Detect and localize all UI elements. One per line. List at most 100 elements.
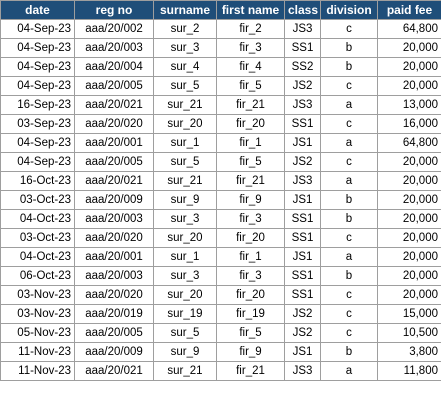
cell-first-name[interactable]: fir_21 bbox=[216, 95, 285, 115]
cell-class[interactable]: JS2 bbox=[284, 304, 321, 324]
cell-reg-no[interactable]: aaa/20/004 bbox=[74, 57, 154, 77]
cell-division[interactable]: b bbox=[320, 342, 378, 362]
cell-first-name[interactable]: fir_3 bbox=[216, 266, 285, 286]
cell-class[interactable]: JS2 bbox=[284, 323, 321, 343]
column-header-class[interactable]: class bbox=[284, 0, 321, 20]
cell-class[interactable]: SS1 bbox=[284, 38, 321, 58]
cell-division[interactable]: a bbox=[320, 247, 378, 267]
cell-paid-fee[interactable]: 64,800 bbox=[377, 19, 441, 39]
cell-class[interactable]: JS1 bbox=[284, 133, 321, 153]
cell-class[interactable]: SS1 bbox=[284, 266, 321, 286]
cell-surname[interactable]: sur_3 bbox=[153, 209, 217, 229]
cell-reg-no[interactable]: aaa/20/020 bbox=[74, 114, 154, 134]
cell-reg-no[interactable]: aaa/20/003 bbox=[74, 209, 154, 229]
cell-division[interactable]: b bbox=[320, 266, 378, 286]
cell-paid-fee[interactable]: 15,000 bbox=[377, 304, 441, 324]
cell-reg-no[interactable]: aaa/20/001 bbox=[74, 247, 154, 267]
cell-first-name[interactable]: fir_19 bbox=[216, 304, 285, 324]
cell-paid-fee[interactable]: 20,000 bbox=[377, 209, 441, 229]
cell-date[interactable]: 16-Oct-23 bbox=[0, 171, 75, 191]
cell-paid-fee[interactable]: 20,000 bbox=[377, 266, 441, 286]
cell-surname[interactable]: sur_5 bbox=[153, 152, 217, 172]
cell-reg-no[interactable]: aaa/20/009 bbox=[74, 342, 154, 362]
cell-reg-no[interactable]: aaa/20/021 bbox=[74, 171, 154, 191]
column-header-division[interactable]: division bbox=[320, 0, 378, 20]
cell-date[interactable]: 04-Oct-23 bbox=[0, 209, 75, 229]
cell-date[interactable]: 03-Oct-23 bbox=[0, 190, 75, 210]
cell-class[interactable]: JS3 bbox=[284, 361, 321, 381]
cell-class[interactable]: JS3 bbox=[284, 19, 321, 39]
cell-surname[interactable]: sur_9 bbox=[153, 342, 217, 362]
cell-first-name[interactable]: fir_20 bbox=[216, 285, 285, 305]
cell-reg-no[interactable]: aaa/20/005 bbox=[74, 76, 154, 96]
cell-paid-fee[interactable]: 20,000 bbox=[377, 152, 441, 172]
cell-reg-no[interactable]: aaa/20/005 bbox=[74, 152, 154, 172]
cell-class[interactable]: SS1 bbox=[284, 209, 321, 229]
cell-surname[interactable]: sur_3 bbox=[153, 266, 217, 286]
cell-surname[interactable]: sur_3 bbox=[153, 38, 217, 58]
cell-surname[interactable]: sur_21 bbox=[153, 361, 217, 381]
cell-first-name[interactable]: fir_3 bbox=[216, 209, 285, 229]
cell-division[interactable]: a bbox=[320, 133, 378, 153]
cell-class[interactable]: JS2 bbox=[284, 152, 321, 172]
cell-surname[interactable]: sur_21 bbox=[153, 171, 217, 191]
cell-class[interactable]: JS1 bbox=[284, 342, 321, 362]
cell-paid-fee[interactable]: 20,000 bbox=[377, 285, 441, 305]
cell-paid-fee[interactable]: 20,000 bbox=[377, 76, 441, 96]
cell-date[interactable]: 16-Sep-23 bbox=[0, 95, 75, 115]
cell-first-name[interactable]: fir_3 bbox=[216, 38, 285, 58]
cell-reg-no[interactable]: aaa/20/001 bbox=[74, 133, 154, 153]
cell-reg-no[interactable]: aaa/20/021 bbox=[74, 361, 154, 381]
cell-surname[interactable]: sur_20 bbox=[153, 228, 217, 248]
cell-surname[interactable]: sur_20 bbox=[153, 114, 217, 134]
cell-date[interactable]: 04-Sep-23 bbox=[0, 152, 75, 172]
cell-division[interactable]: c bbox=[320, 19, 378, 39]
cell-class[interactable]: SS2 bbox=[284, 57, 321, 77]
cell-paid-fee[interactable]: 20,000 bbox=[377, 228, 441, 248]
cell-date[interactable]: 04-Sep-23 bbox=[0, 133, 75, 153]
cell-date[interactable]: 11-Nov-23 bbox=[0, 342, 75, 362]
cell-paid-fee[interactable]: 16,000 bbox=[377, 114, 441, 134]
cell-reg-no[interactable]: aaa/20/002 bbox=[74, 19, 154, 39]
cell-reg-no[interactable]: aaa/20/003 bbox=[74, 266, 154, 286]
cell-class[interactable]: JS1 bbox=[284, 247, 321, 267]
cell-date[interactable]: 03-Nov-23 bbox=[0, 304, 75, 324]
cell-class[interactable]: JS3 bbox=[284, 171, 321, 191]
cell-date[interactable]: 04-Sep-23 bbox=[0, 57, 75, 77]
cell-reg-no[interactable]: aaa/20/019 bbox=[74, 304, 154, 324]
column-header-surname[interactable]: surname bbox=[153, 0, 217, 20]
cell-surname[interactable]: sur_5 bbox=[153, 76, 217, 96]
cell-paid-fee[interactable]: 20,000 bbox=[377, 38, 441, 58]
cell-division[interactable]: b bbox=[320, 209, 378, 229]
cell-division[interactable]: c bbox=[320, 76, 378, 96]
cell-paid-fee[interactable]: 20,000 bbox=[377, 57, 441, 77]
cell-date[interactable]: 11-Nov-23 bbox=[0, 361, 75, 381]
cell-division[interactable]: c bbox=[320, 152, 378, 172]
cell-reg-no[interactable]: aaa/20/021 bbox=[74, 95, 154, 115]
column-header-reg-no[interactable]: reg no bbox=[74, 0, 154, 20]
cell-date[interactable]: 03-Sep-23 bbox=[0, 114, 75, 134]
cell-division[interactable]: a bbox=[320, 361, 378, 381]
cell-first-name[interactable]: fir_1 bbox=[216, 133, 285, 153]
cell-date[interactable]: 06-Oct-23 bbox=[0, 266, 75, 286]
cell-surname[interactable]: sur_20 bbox=[153, 285, 217, 305]
cell-paid-fee[interactable]: 20,000 bbox=[377, 171, 441, 191]
cell-date[interactable]: 05-Nov-23 bbox=[0, 323, 75, 343]
cell-class[interactable]: SS1 bbox=[284, 114, 321, 134]
cell-class[interactable]: SS1 bbox=[284, 285, 321, 305]
cell-first-name[interactable]: fir_20 bbox=[216, 114, 285, 134]
cell-paid-fee[interactable]: 64,800 bbox=[377, 133, 441, 153]
cell-paid-fee[interactable]: 10,500 bbox=[377, 323, 441, 343]
cell-first-name[interactable]: fir_9 bbox=[216, 342, 285, 362]
cell-division[interactable]: b bbox=[320, 57, 378, 77]
column-header-paid-fee[interactable]: paid fee bbox=[377, 0, 441, 20]
cell-paid-fee[interactable]: 20,000 bbox=[377, 190, 441, 210]
column-header-date[interactable]: date bbox=[0, 0, 75, 20]
cell-surname[interactable]: sur_19 bbox=[153, 304, 217, 324]
cell-paid-fee[interactable]: 11,800 bbox=[377, 361, 441, 381]
cell-surname[interactable]: sur_21 bbox=[153, 95, 217, 115]
cell-reg-no[interactable]: aaa/20/020 bbox=[74, 228, 154, 248]
cell-first-name[interactable]: fir_21 bbox=[216, 361, 285, 381]
cell-first-name[interactable]: fir_5 bbox=[216, 76, 285, 96]
cell-surname[interactable]: sur_2 bbox=[153, 19, 217, 39]
